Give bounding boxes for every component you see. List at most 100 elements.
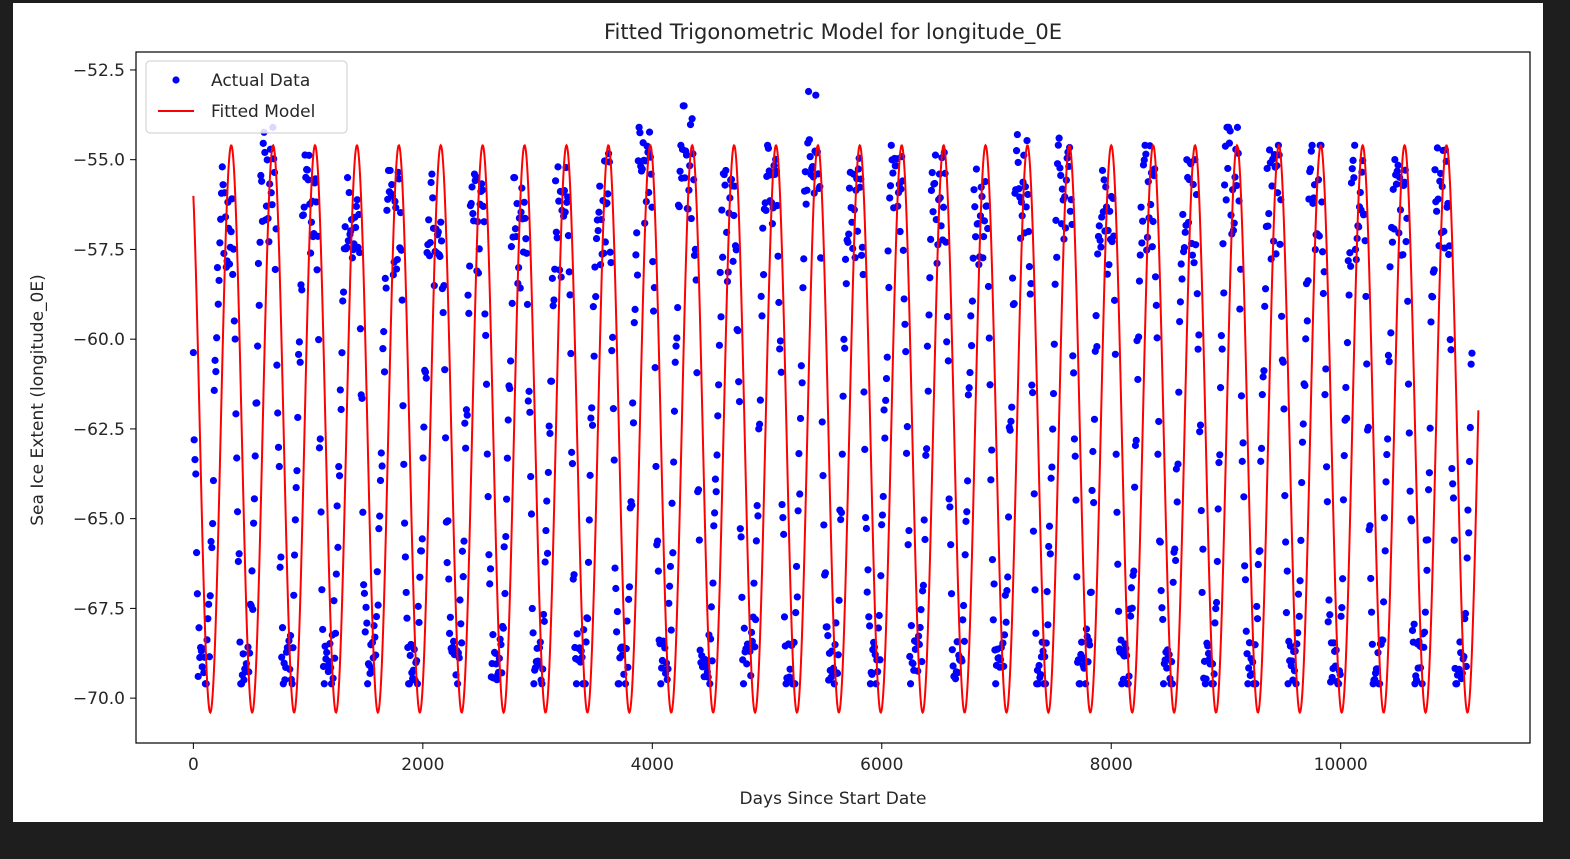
data-point [1263,164,1271,173]
data-point [1070,435,1078,443]
data-point [861,445,869,454]
data-point [504,416,512,424]
data-point [469,209,477,218]
data-point [1307,147,1315,155]
data-point [1049,425,1057,433]
data-point [1014,158,1022,167]
data-point [1337,612,1345,620]
data-point [332,570,340,578]
data-point [563,198,571,206]
data-point [233,454,241,462]
data-point [992,680,1000,688]
data-point [273,361,281,369]
data-point [1406,487,1414,495]
data-point [523,249,531,257]
data-point [330,597,338,605]
data-point [1360,210,1368,218]
data-point [1253,602,1261,611]
data-point [764,144,773,152]
data-point [878,521,886,529]
data-point [1276,240,1284,248]
data-point [804,87,813,96]
data-point [866,680,875,688]
data-point [1301,381,1309,390]
data-point [1071,452,1079,460]
data-point [1257,444,1266,452]
data-point [1037,670,1045,679]
data-point [921,535,929,544]
data-point [799,284,807,292]
data-point [253,399,261,407]
data-point [345,188,353,197]
data-point [588,421,597,429]
data-point [1286,642,1295,650]
data-point [1198,588,1206,597]
data-point [331,654,339,662]
data-point [1374,649,1382,657]
data-point [300,203,308,211]
data-point [1260,367,1268,375]
data-point [1030,490,1038,498]
data-point [1092,312,1100,320]
data-point [600,249,608,257]
data-point [401,553,409,561]
data-point [1024,190,1032,199]
data-point [751,615,760,624]
data-point [1015,185,1023,193]
data-point [736,525,744,533]
data-point [341,223,349,231]
data-point [335,472,344,480]
data-point [1155,417,1163,426]
data-point [592,234,601,243]
data-point [1264,222,1272,230]
data-point [277,553,285,561]
data-point [1105,261,1113,269]
data-point [793,593,801,601]
data-point [374,601,382,609]
data-point [468,183,476,191]
data-point [754,512,762,520]
data-point [1231,173,1239,181]
data-point [1445,250,1453,259]
data-point [740,624,748,632]
data-point [786,665,794,673]
data-point [230,317,238,325]
data-point [970,186,978,194]
data-point [675,203,683,211]
data-point [192,549,201,557]
data-point [949,662,957,670]
data-point [1380,598,1388,606]
data-point [406,651,414,660]
data-point [443,559,451,567]
data-point [737,533,745,541]
data-point [606,248,614,256]
data-point [254,259,263,268]
data-point [1244,680,1252,688]
data-point [919,587,927,595]
data-point [585,516,593,524]
data-point [352,202,360,211]
data-point [1430,266,1438,274]
data-point [1299,420,1307,428]
data-point [429,194,437,202]
data-point [650,284,658,292]
data-point [1035,661,1043,670]
data-point [1196,428,1204,436]
data-point [948,646,956,654]
data-point [1193,290,1201,298]
data-point [905,526,913,535]
data-point [923,445,931,453]
data-point [1243,650,1251,658]
data-point [485,551,493,559]
data-point [1245,639,1254,647]
data-point [915,640,923,649]
data-point [1227,211,1235,219]
data-point [1217,332,1225,340]
data-point [359,508,367,516]
data-point [657,680,665,688]
data-point [1007,417,1015,425]
data-point [718,206,726,214]
y-axis-label: Sea Ice Extent (longitude_0E) [28,274,48,526]
data-point [194,672,202,681]
data-point [1159,680,1168,688]
